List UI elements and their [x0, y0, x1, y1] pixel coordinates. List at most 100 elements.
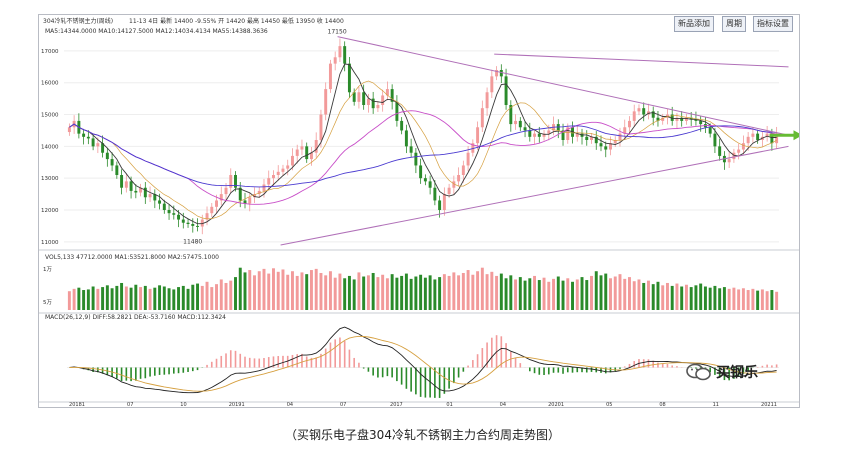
candle-body: [243, 200, 247, 204]
volume-bar: [333, 277, 337, 310]
lower-trend-line: [280, 145, 789, 246]
candle-body: [381, 95, 385, 105]
price-tick-label: 16000: [41, 81, 59, 87]
candle-body: [167, 210, 171, 214]
ma55-line: [69, 123, 777, 188]
volume-bar: [86, 289, 90, 310]
candle-body: [96, 143, 100, 147]
volume-bar: [110, 288, 114, 310]
candle-body: [495, 70, 499, 77]
candle-body: [400, 120, 404, 131]
candle-body: [281, 168, 285, 172]
candle-body: [248, 197, 252, 204]
volume-bar: [96, 288, 100, 310]
volume-bar: [628, 277, 631, 310]
candle-body: [590, 136, 593, 140]
volume-bar: [248, 270, 252, 310]
low-marker-label: 11480: [183, 238, 202, 245]
macd-legend: MACD(26,12,9) DIFF:58.2821 DEA:-53.7160 …: [45, 314, 226, 321]
volume-bar: [623, 278, 627, 310]
candle-body: [528, 130, 532, 137]
candle-body: [158, 200, 162, 204]
volume-bar: [770, 290, 774, 310]
volume-bar: [395, 277, 399, 310]
candle-body: [537, 133, 541, 137]
candle-body: [727, 159, 731, 163]
volume-bar: [433, 279, 437, 310]
upper-trend-line: [337, 36, 789, 136]
candle-body: [129, 181, 133, 191]
volume-bar: [476, 271, 480, 310]
candle-body: [205, 213, 209, 220]
volume-bar: [741, 288, 745, 310]
volume-bar: [314, 268, 318, 310]
volume-bar: [457, 275, 461, 310]
ma10-line: [69, 80, 777, 220]
candle-body: [452, 181, 456, 188]
volume-bar: [471, 274, 475, 310]
indicator-settings-button[interactable]: 指标设置: [753, 16, 793, 32]
volume-bar: [419, 274, 423, 310]
x-tick-label: 20211: [761, 402, 777, 407]
add-product-button[interactable]: 新品添加: [674, 16, 714, 32]
instrument-label: 304冷轧不锈钢主力(周线): [43, 17, 113, 25]
volume-bar: [262, 268, 266, 310]
candle-body: [566, 127, 570, 140]
volume-bar: [428, 275, 432, 310]
candle-body: [124, 181, 128, 188]
candle-body: [347, 63, 351, 93]
candle-body: [675, 117, 679, 121]
volume-bar: [253, 275, 256, 310]
candle-body: [485, 92, 489, 109]
volume-bar: [604, 273, 608, 310]
volume-bar: [115, 285, 119, 310]
x-tick-label: 20181: [69, 402, 85, 407]
candle-body: [262, 184, 266, 191]
x-tick-label: 04: [287, 402, 293, 407]
volume-bar: [442, 274, 446, 310]
volume-bar: [177, 287, 181, 310]
price-tick-label: 14000: [41, 144, 59, 150]
volume-bar: [229, 280, 233, 310]
volume-bar: [276, 271, 280, 310]
candle-body: [442, 194, 446, 210]
candle-body: [148, 194, 152, 198]
candle-body: [514, 120, 518, 125]
volume-bar: [366, 275, 370, 310]
candle-body: [765, 133, 769, 137]
volume-bar: [143, 285, 147, 310]
volume-bar: [286, 274, 290, 310]
volume-bar: [300, 272, 304, 310]
volume-bar: [566, 278, 570, 310]
candle-body: [575, 133, 579, 137]
candle-body: [257, 190, 261, 195]
candle-body: [272, 175, 275, 179]
volume-bar: [305, 274, 309, 310]
x-tick-label: 07: [127, 402, 133, 407]
candle-body: [300, 146, 304, 150]
wechat-icon: [686, 363, 711, 381]
candle-body: [82, 133, 86, 137]
volume-bar: [751, 288, 755, 310]
volume-bar: [371, 272, 375, 310]
candle-body: [661, 117, 665, 121]
candle-body: [324, 89, 328, 115]
candle-body: [609, 143, 612, 150]
period-button[interactable]: 周期: [722, 16, 746, 32]
price-tick-label: 17000: [41, 49, 59, 55]
volume-bar: [680, 286, 684, 310]
candle-body: [352, 92, 356, 102]
candle-body: [276, 171, 280, 175]
candle-body: [229, 175, 233, 188]
candle-body: [319, 114, 323, 140]
volume-bar: [67, 291, 71, 310]
volume-bar: [414, 276, 418, 310]
volume-bar: [713, 285, 717, 310]
volume-bar: [172, 289, 176, 310]
volume-bar: [101, 287, 105, 310]
volume-bar: [485, 274, 489, 310]
x-tick-label: 2017: [390, 402, 403, 407]
volume-bar: [120, 282, 124, 310]
price-tick-label: 15000: [41, 113, 59, 119]
watermark-text: 买钢乐: [716, 365, 758, 381]
